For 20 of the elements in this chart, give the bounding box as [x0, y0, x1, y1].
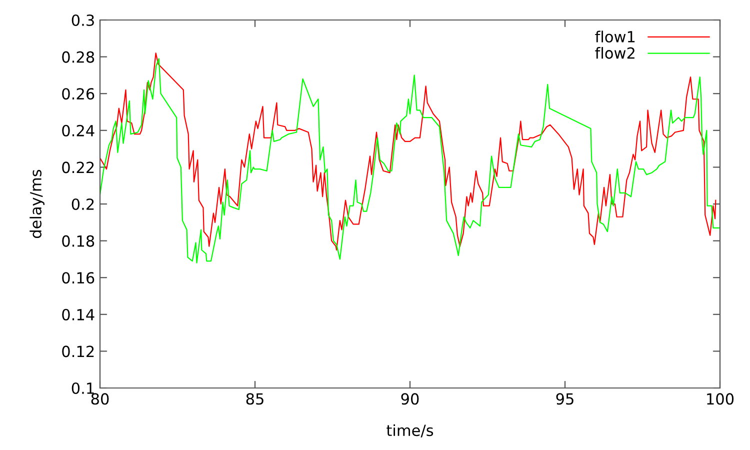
y-tick-label: 0.2 [72, 198, 94, 210]
y-tick-label: 0.3 [72, 14, 94, 26]
y-axis-title: delay/ms [30, 170, 44, 238]
y-tick-label: 0.1 [72, 382, 94, 394]
y-tick-label: 0.14 [62, 308, 94, 320]
y-tick-label: 0.12 [62, 346, 94, 358]
legend-label: flow1 [595, 30, 635, 43]
y-tick-label: 0.16 [62, 272, 94, 284]
x-tick-label: 80 [91, 393, 109, 405]
x-tick-label: 90 [401, 393, 419, 405]
x-tick-label: 95 [556, 393, 574, 405]
y-tick-label: 0.22 [62, 162, 94, 174]
y-tick-label: 0.24 [62, 124, 94, 136]
y-tick-label: 0.18 [62, 235, 94, 247]
legend-label: flow2 [595, 47, 634, 59]
x-tick-label: 85 [246, 393, 264, 405]
y-tick-label: 0.28 [62, 51, 94, 63]
x-tick-label: 100 [707, 393, 734, 405]
x-axis-title: time/s [386, 424, 434, 438]
y-tick-label: 0.26 [62, 88, 94, 100]
